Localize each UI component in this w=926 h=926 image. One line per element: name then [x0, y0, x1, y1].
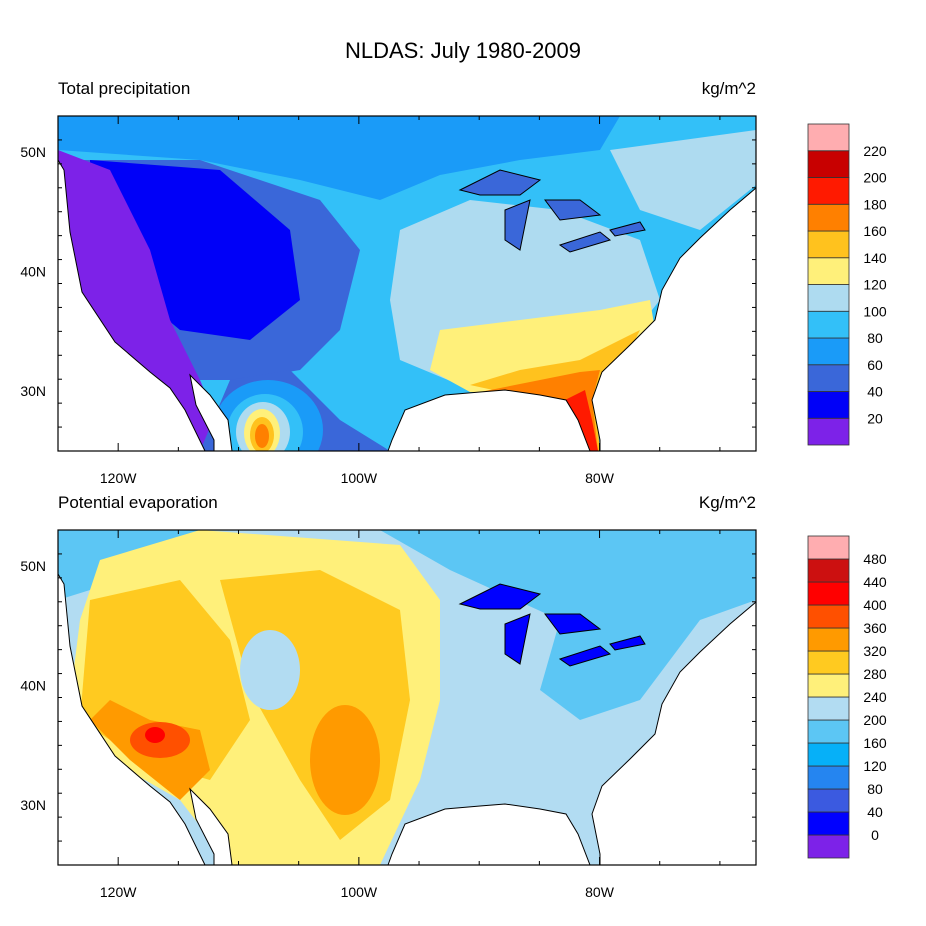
colorbar-label: 200: [863, 170, 887, 186]
colorbar-box: [807, 177, 850, 205]
colorbar-box: [807, 811, 850, 836]
colorbar-box: [807, 696, 850, 721]
colorbar-label: 400: [863, 597, 887, 613]
evaporation-field: [58, 530, 756, 865]
colorbar-box: [807, 203, 850, 232]
y-tick-label: 50N: [20, 558, 46, 574]
y-tick-label: 30N: [20, 383, 46, 399]
colorbar-box: [807, 391, 850, 419]
colorbars: 20 40 60 80 100 120 140 160 180 200 220 0 40 80 120 160…: [807, 123, 887, 859]
colorbar-label: 100: [863, 303, 887, 319]
colorbar-box: [807, 673, 850, 698]
colorbar-label: 220: [863, 143, 887, 159]
colorbar-label: 120: [863, 277, 887, 293]
colorbar-label: 480: [863, 551, 887, 567]
colorbar-label: 160: [863, 223, 887, 239]
colorbar-box: [807, 788, 850, 813]
colorbar-label: 440: [863, 574, 887, 590]
x-tick-label: 120W: [100, 470, 137, 486]
colorbar-label: 20: [867, 410, 883, 426]
y-tick-label: 40N: [20, 264, 46, 280]
colorbar-box: [807, 604, 850, 629]
units-precipitation: kg/m^2: [701, 79, 756, 98]
colorbar-label: 240: [863, 689, 887, 705]
colorbar-box: [807, 310, 850, 339]
colorbar-box: [807, 558, 850, 583]
colorbar-box: [807, 719, 850, 744]
y-tick-label: 40N: [20, 678, 46, 694]
main-title: NLDAS: July 1980-2009: [344, 38, 582, 63]
colorbar-box: [807, 123, 850, 152]
colorbar-label: 40: [867, 804, 883, 820]
units-evaporation: Kg/m^2: [698, 493, 756, 512]
colorbar-label: 60: [867, 357, 883, 373]
colorbar-box: [807, 627, 850, 652]
x-tick-label: 100W: [341, 470, 378, 486]
colorbar-label: 180: [863, 196, 887, 212]
y-tick-label: 50N: [20, 144, 46, 160]
colorbar-box: [807, 650, 850, 675]
axes: 120W 100W 80W 50N 40N 30N 120W 100W 80W 50N 40N 30N: [20, 115, 757, 900]
x-tick-label: 100W: [341, 884, 378, 900]
colorbar-box: [807, 230, 850, 259]
colorbar-box: [807, 834, 850, 859]
colorbar-box: [807, 581, 850, 606]
colorbar-box: [807, 284, 850, 312]
colorbar-box: [807, 417, 850, 446]
colorbar-box: [807, 765, 850, 790]
coastlines-top: [57, 115, 757, 452]
colorbar-box: [807, 364, 850, 392]
colorbar-label: 80: [867, 781, 883, 797]
colorbar-box: [807, 150, 850, 178]
x-tick-label: 120W: [100, 884, 137, 900]
colorbar-label: 140: [863, 250, 887, 266]
colorbar-label: 360: [863, 620, 887, 636]
colorbar-box: [807, 257, 850, 285]
colorbar-label: 80: [867, 330, 883, 346]
precipitation-field: [58, 116, 756, 451]
colorbar-label: 40: [867, 384, 883, 400]
colorbar-box: [807, 535, 850, 560]
panel-title-evaporation: Potential evaporation: [58, 493, 218, 512]
colorbar-label: 120: [863, 758, 887, 774]
colorbar-label: 280: [863, 666, 887, 682]
colorbar-label: 200: [863, 712, 887, 728]
y-tick-label: 30N: [20, 797, 46, 813]
colorbar-box: [807, 742, 850, 767]
x-tick-label: 80W: [585, 884, 615, 900]
colorbar-box: [807, 337, 850, 366]
x-tick-label: 80W: [585, 470, 615, 486]
panel-title-precipitation: Total precipitation: [58, 79, 191, 98]
colorbar-label: 160: [863, 735, 887, 751]
coastlines-bottom: [57, 529, 757, 866]
colorbar-label: 0: [871, 827, 879, 843]
colorbar-label: 320: [863, 643, 887, 659]
